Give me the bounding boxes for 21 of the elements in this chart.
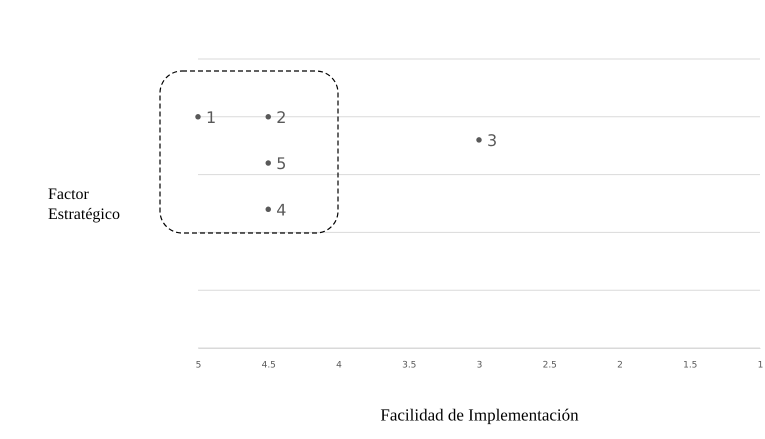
- annotation: 2: [276, 108, 286, 127]
- point: [266, 160, 271, 166]
- point: [476, 137, 482, 143]
- annotation: 1: [206, 108, 216, 127]
- x-tick-label: 1: [758, 360, 764, 370]
- x-axis-title: Facilidad de Implementación: [380, 406, 580, 424]
- x-tick-label: 1.5: [683, 360, 698, 370]
- annotation: 5: [276, 154, 286, 174]
- x-tick-label: 5: [196, 360, 202, 370]
- x-tick-label: 4.5: [262, 360, 276, 370]
- point: [266, 206, 271, 212]
- point: [195, 114, 201, 120]
- x-tick-label: 3: [476, 360, 482, 370]
- annotation: 4: [276, 200, 286, 220]
- x-tick-label: 2: [617, 360, 623, 370]
- x-tick-label: 2.5: [542, 360, 557, 370]
- x-tick-label: 3.5: [402, 360, 416, 370]
- point: [266, 114, 271, 120]
- y-axis-title: Factor Estratégico: [48, 186, 120, 223]
- annotation: 3: [487, 130, 498, 150]
- x-tick-label: 4: [336, 360, 342, 370]
